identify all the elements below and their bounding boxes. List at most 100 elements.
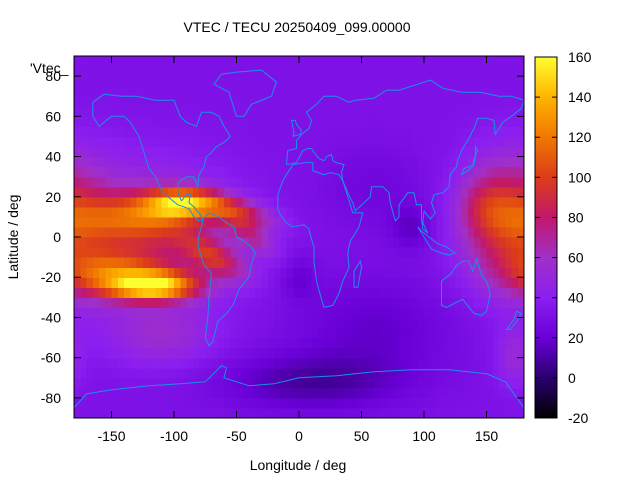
heat-cell (317, 317, 325, 329)
heat-cell (405, 237, 413, 248)
heat-cell (136, 116, 144, 127)
heat-cell (505, 196, 513, 208)
heat-cell (467, 317, 475, 329)
heat-cell (111, 397, 119, 409)
heat-cell (317, 407, 325, 419)
heat-cell (217, 96, 225, 107)
heat-cell (236, 407, 244, 419)
heat-cell (130, 337, 138, 349)
heat-cell (430, 96, 438, 107)
heat-cell (505, 367, 513, 379)
heat-cell (236, 166, 244, 178)
heat-cell (155, 357, 163, 369)
heat-cell (480, 226, 488, 238)
heat-cell (461, 237, 469, 248)
heat-cell (242, 367, 250, 379)
heat-cell (511, 397, 519, 409)
heat-cell (255, 367, 263, 379)
heat-cell (155, 397, 163, 409)
heat-cell (149, 96, 156, 107)
heat-cell (130, 116, 138, 127)
heat-cell (392, 96, 400, 107)
heat-cell (405, 196, 413, 208)
heat-cell (499, 226, 506, 238)
heat-cell (292, 287, 300, 298)
heat-cell (249, 196, 256, 208)
heat-cell (405, 307, 413, 319)
heat-cell (405, 267, 413, 278)
heat-cell (317, 176, 325, 188)
heat-cell (342, 347, 350, 359)
heat-cell (336, 267, 344, 278)
heat-cell (324, 407, 331, 419)
heat-cell (349, 357, 356, 369)
heat-cell (386, 357, 394, 369)
heat-cell (230, 176, 238, 188)
heat-cell (492, 86, 500, 97)
heat-cell (130, 216, 138, 228)
heat-cell (380, 307, 388, 319)
heat-cell (399, 86, 406, 97)
heat-cell (230, 367, 238, 379)
heat-cell (317, 216, 325, 228)
heat-cell (442, 96, 450, 107)
heat-cell (486, 216, 494, 228)
heat-cell (242, 307, 250, 319)
heat-cell (99, 407, 106, 419)
heat-cell (105, 66, 113, 77)
heat-cell (274, 66, 281, 77)
heat-cell (492, 337, 500, 349)
heat-cell (99, 216, 106, 228)
heat-cell (205, 367, 213, 379)
heat-cell (286, 357, 294, 369)
heat-cell (161, 146, 169, 158)
heat-cell (124, 337, 131, 349)
heat-cell (161, 176, 169, 188)
coastline-indonesia (417, 226, 457, 256)
heat-cell (249, 327, 256, 339)
heat-cell (92, 206, 100, 218)
heat-cell (180, 136, 188, 148)
heat-cell (367, 66, 375, 77)
heat-cell (505, 267, 513, 278)
heat-cell (380, 186, 388, 198)
heat-cell (499, 156, 506, 168)
heat-cell (392, 186, 400, 198)
heat-cell (467, 96, 475, 107)
heat-cell (305, 377, 313, 389)
heat-cell (374, 287, 381, 298)
heat-cell (417, 66, 425, 77)
heat-cell (192, 367, 200, 379)
heat-cell (492, 307, 500, 319)
heat-cell (461, 407, 469, 419)
heat-cell (299, 397, 306, 409)
heat-cell (399, 156, 406, 168)
heat-cell (430, 56, 438, 67)
heat-cell (130, 357, 138, 369)
heat-cell (80, 297, 88, 308)
heat-cell (374, 377, 381, 389)
heat-cell (261, 116, 269, 127)
heat-cell (117, 176, 125, 188)
heat-cell (424, 257, 431, 268)
heat-cell (105, 387, 113, 399)
heat-cell (99, 347, 106, 359)
heat-cell (492, 216, 500, 228)
heat-cell (511, 387, 519, 399)
heat-cell (80, 146, 88, 158)
heat-cell (367, 247, 375, 258)
heat-cell (336, 247, 344, 258)
heat-cell (80, 166, 88, 178)
heat-cell (405, 166, 413, 178)
heat-cell (311, 226, 319, 238)
heat-cell (211, 126, 219, 138)
heat-cell (424, 146, 431, 158)
heat-cell (367, 146, 375, 158)
heat-cell (417, 267, 425, 278)
heat-cell (449, 66, 456, 77)
heat-cell (74, 237, 81, 248)
heat-cell (261, 66, 269, 77)
heat-cell (324, 106, 331, 117)
heat-cell (99, 226, 106, 238)
heat-cell (336, 86, 344, 97)
